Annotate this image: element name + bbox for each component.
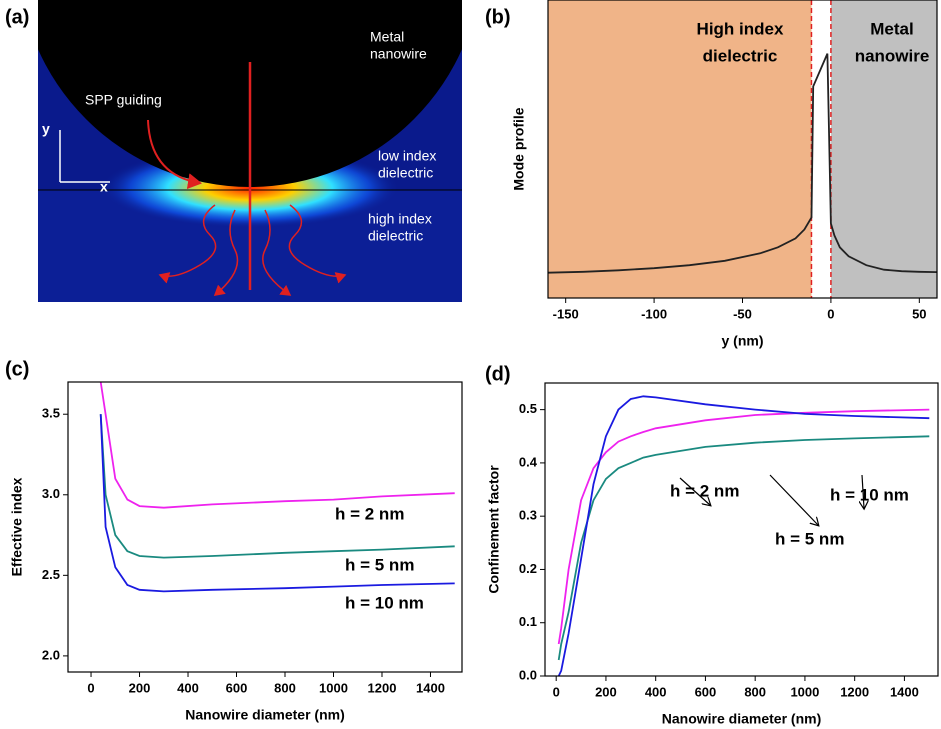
x-tick-label: 200: [129, 680, 151, 695]
x-tick-label: 600: [695, 684, 717, 699]
x-axis-title: Nanowire diameter (nm): [185, 707, 344, 723]
region: [830, 0, 937, 298]
x-tick-label: -50: [733, 306, 752, 321]
field-annotation: Metal: [370, 29, 404, 45]
panel-label: (d): [485, 363, 511, 385]
axes-frame: [544, 382, 939, 677]
series-line: [557, 435, 930, 661]
x-tick-label: -100: [641, 306, 667, 321]
series-line: [548, 53, 937, 274]
y-tick-label: 0.2: [519, 561, 537, 576]
x-tick-label: 1200: [368, 680, 397, 695]
field-annotation: dielectric: [378, 165, 433, 181]
label-arrow: [769, 474, 818, 525]
y-tick-label: 0.0: [519, 667, 537, 682]
region: [548, 0, 812, 298]
y-tick-label: 0.5: [519, 401, 537, 416]
series-line: [99, 382, 455, 509]
field-annotation: nanowire: [370, 46, 427, 62]
field-annotation: high index: [368, 211, 432, 227]
field-map: [38, 0, 462, 302]
region-label: Metal: [870, 19, 913, 38]
y-tick-label: 0.1: [519, 614, 537, 629]
x-axis-title: y (nm): [722, 333, 764, 349]
field-annotation: dielectric: [368, 228, 423, 244]
field-annotation: SPP guiding: [85, 92, 162, 108]
y-tick-label: 3.0: [42, 486, 60, 501]
region-label: High index: [697, 19, 784, 38]
label-arrow: [679, 477, 710, 505]
x-tick-label: 1000: [319, 680, 348, 695]
series-line: [557, 395, 930, 676]
y-axis-title: Effective index: [9, 477, 25, 576]
field-annotation: x: [100, 179, 108, 195]
x-tick-label: 400: [177, 680, 199, 695]
x-tick-label: 600: [226, 680, 248, 695]
y-tick-label: 0.4: [519, 454, 538, 469]
x-tick-label: -150: [553, 306, 579, 321]
y-tick-label: 3.5: [42, 406, 60, 421]
region-label: dielectric: [703, 46, 778, 65]
label-arrow: [862, 474, 864, 508]
x-tick-label: 0: [827, 306, 834, 321]
x-tick-label: 1200: [840, 684, 869, 699]
panel-label: (a): [5, 6, 29, 28]
field-annotation: low index: [378, 148, 436, 164]
x-tick-label: 1000: [790, 684, 819, 699]
y-tick-label: 2.0: [42, 647, 60, 662]
axes-frame: [67, 381, 463, 673]
plot: High index dielectric Metal nanowire -150 -10…: [511, 0, 938, 349]
series-label: h = 2 nm: [335, 504, 404, 523]
plot: h = 2 nm h = 5 nm h = 10 nm 0 200 400 600 800 10…: [486, 382, 939, 727]
x-axis-title: Nanowire diameter (nm): [662, 711, 821, 727]
region-label: nanowire: [855, 46, 930, 65]
field-annotation: y: [42, 121, 50, 137]
y-tick-label: 2.5: [42, 567, 60, 582]
x-tick-label: 0: [553, 684, 560, 699]
y-axis-title: Mode profile: [511, 107, 527, 190]
y-axis-title: Confinement factor: [486, 465, 502, 594]
x-tick-label: 50: [912, 306, 926, 321]
series-label: h = 5 nm: [345, 555, 414, 574]
series-label: h = 5 nm: [775, 529, 844, 548]
series-label: h = 2 nm: [670, 481, 739, 500]
panel-label: (b): [485, 6, 511, 28]
series-line: [99, 414, 455, 593]
x-tick-label: 0: [87, 680, 94, 695]
series-line: [99, 414, 455, 559]
x-tick-label: 400: [645, 684, 667, 699]
x-tick-label: 1400: [416, 680, 445, 695]
series-line: [557, 408, 930, 645]
series-label: h = 10 nm: [345, 593, 424, 612]
y-tick-label: 0.3: [519, 508, 537, 523]
x-tick-label: 800: [274, 680, 296, 695]
panel-label: (c): [5, 358, 29, 380]
x-tick-label: 800: [744, 684, 766, 699]
plot: h = 2 nm h = 5 nm h = 10 nm 0 200 400 600 800 10…: [9, 381, 463, 723]
x-tick-label: 1400: [890, 684, 919, 699]
x-tick-label: 200: [595, 684, 617, 699]
series-label: h = 10 nm: [830, 485, 909, 504]
